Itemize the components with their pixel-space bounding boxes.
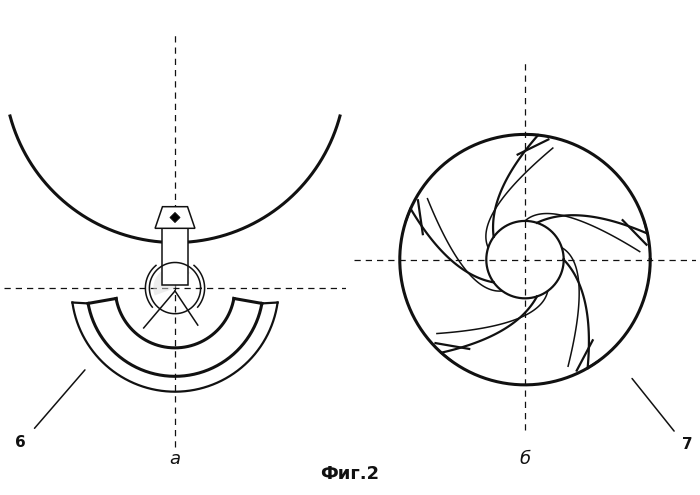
Polygon shape [153,266,190,296]
Polygon shape [162,228,188,285]
Text: 7: 7 [682,437,692,452]
Text: б: б [519,450,531,468]
Polygon shape [170,212,180,223]
Text: а: а [169,450,181,468]
Text: 6: 6 [15,436,25,450]
Text: Фиг.2: Фиг.2 [321,465,379,483]
Polygon shape [155,207,195,228]
